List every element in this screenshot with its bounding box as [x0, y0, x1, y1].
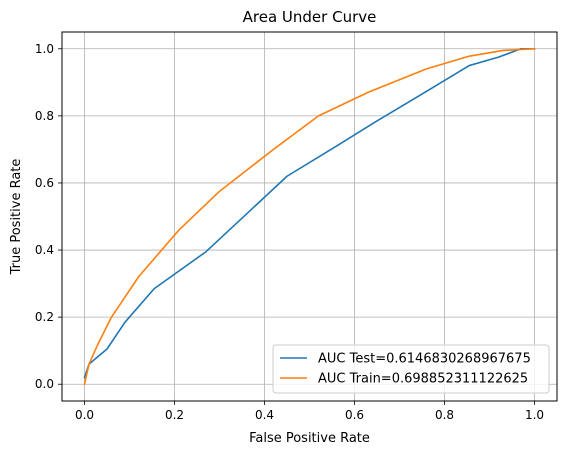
x-tick-label: 0.8 [435, 408, 454, 422]
x-tick-label: 0.0 [75, 408, 94, 422]
y-tick-label: 0.4 [35, 243, 54, 257]
series-line-test [83, 47, 536, 379]
x-tick-label: 0.6 [345, 408, 364, 422]
legend-label: AUC Test=0.6146830268967675 [318, 352, 531, 367]
y-tick-label: 0.8 [35, 109, 54, 123]
y-tick-label: 0.6 [35, 176, 54, 190]
chart-title: Area Under Curve [243, 8, 377, 26]
x-tick-label: 0.2 [165, 408, 184, 422]
plot-frame [61, 31, 558, 402]
y-tick-label: 1.0 [35, 42, 54, 56]
x-tick-label: 1.0 [525, 408, 544, 422]
axis-ticks: 0.0 0.2 0.4 0.6 0.8 1.0 0.0 0.2 0.4 0.6 0.8 1.0 [35, 42, 544, 422]
series-line-train [83, 47, 536, 386]
legend-label: AUC Train=0.698852311122625 [318, 372, 528, 387]
plot-area [62, 32, 557, 401]
x-axis-label: False Positive Rate [249, 431, 370, 446]
series-lines [83, 47, 536, 386]
y-axis-label: True Positive Rate [9, 159, 24, 276]
y-tick-label: 0.2 [35, 310, 54, 324]
legend: AUC Test=0.6146830268967675 AUC Train=0.6… [272, 344, 550, 394]
legend-box [272, 344, 550, 394]
y-tick-label: 0.0 [35, 377, 54, 391]
x-tick-label: 0.4 [255, 408, 274, 422]
